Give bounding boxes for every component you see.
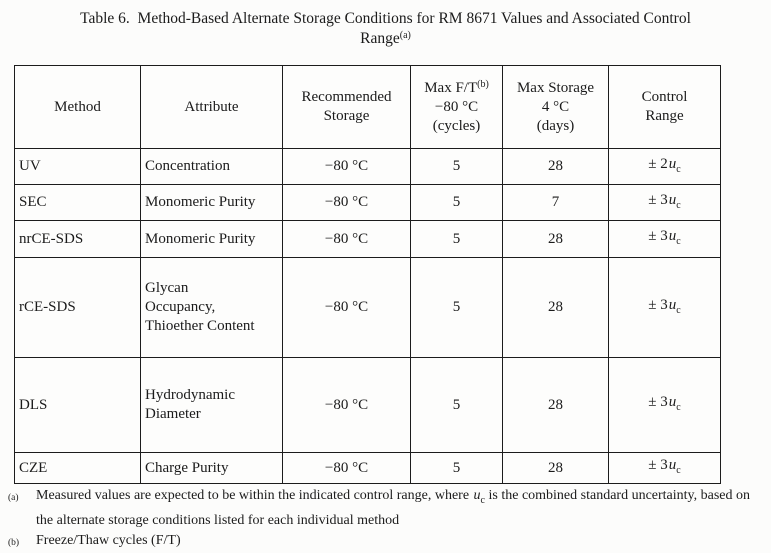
column-header-method: Method [14, 65, 141, 149]
cell-attribute: Glycan Occupancy, Thioether Content [140, 257, 283, 358]
cell-attribute: Monomeric Purity [140, 184, 283, 221]
table-row-rce-sds: rCE-SDS Glycan Occupancy, Thioether Cont… [14, 257, 721, 358]
uncertainty-symbol: u [668, 191, 677, 208]
cell-cycles: 5 [410, 257, 503, 358]
cell-method: CZE [14, 452, 141, 484]
cell-method: rCE-SDS [14, 257, 141, 358]
footnote-b-text: Freeze/Thaw cycles (F/T) [36, 532, 181, 548]
table-row-cze: CZE Charge Purity −80 °C 5 28 ± 3uc [14, 452, 721, 484]
column-header-method-label: Method [54, 98, 101, 115]
footnote-ref-b: (b) [477, 78, 489, 90]
uncertainty-symbol: u [668, 296, 677, 313]
cell-control-range: ± 2uc [608, 148, 721, 185]
cell-attribute: Concentration [140, 148, 283, 185]
cell-storage: −80 °C [282, 148, 411, 185]
table-caption: Table 6. Method-Based Alternate Storage … [0, 9, 771, 49]
cell-days: 28 [502, 357, 609, 453]
cell-cycles: 5 [410, 357, 503, 453]
cell-days: 7 [502, 184, 609, 221]
table-caption-line1: Table 6. Method-Based Alternate Storage … [80, 10, 691, 27]
footnote-a-marker: (a) [8, 493, 19, 503]
cell-control-range: ± 3uc [608, 184, 721, 221]
cell-storage: −80 °C [282, 257, 411, 358]
cell-method: UV [14, 148, 141, 185]
table-header-row: Method Attribute Recommended Storage Max… [14, 65, 721, 149]
cell-storage: −80 °C [282, 220, 411, 258]
cell-method: SEC [14, 184, 141, 221]
footnotes: (a) Measured values are expected to be w… [8, 486, 768, 553]
cell-storage: −80 °C [282, 184, 411, 221]
column-header-recommended-storage: Recommended Storage [282, 65, 411, 149]
cell-method: nrCE-SDS [14, 220, 141, 258]
cell-attribute: Hydrodynamic Diameter [140, 357, 283, 453]
uncertainty-symbol: u [668, 228, 677, 244]
column-header-max-ft: Max F/T(b) −80 °C (cycles) [410, 65, 503, 149]
cell-attribute: Charge Purity [140, 452, 283, 484]
cell-control-range: ± 3uc [608, 357, 721, 453]
uncertainty-symbol: u [668, 155, 677, 172]
footnote-b-marker: (b) [8, 537, 20, 548]
table-row-sec: SEC Monomeric Purity −80 °C 5 7 ± 3uc [14, 184, 721, 221]
footnote-b: (b) Freeze/Thaw cycles (F/T) [8, 531, 768, 553]
cell-storage: −80 °C [282, 452, 411, 484]
cell-days: 28 [502, 148, 609, 185]
cell-method: DLS [14, 357, 141, 453]
column-header-control-range: Control Range [608, 65, 721, 149]
table-row-nrce-sds: nrCE-SDS Monomeric Purity −80 °C 5 28 ± … [14, 220, 721, 258]
cell-attribute: Monomeric Purity [140, 220, 283, 258]
uncertainty-symbol: u [668, 457, 677, 473]
footnote-ref-a: (a) [399, 30, 411, 41]
uncertainty-symbol: u [668, 394, 677, 410]
table-caption-line2-text: Range [360, 30, 400, 47]
cell-cycles: 5 [410, 220, 503, 258]
uncertainty-symbol: u [473, 488, 481, 503]
table-caption-line2: Range(a) [0, 29, 771, 49]
table-row-dls: DLS Hydrodynamic Diameter −80 °C 5 28 ± … [14, 357, 721, 453]
cell-days: 28 [502, 452, 609, 484]
cell-cycles: 5 [410, 148, 503, 185]
cell-days: 28 [502, 257, 609, 358]
footnote-a: (a) Measured values are expected to be w… [8, 486, 768, 531]
cell-cycles: 5 [410, 184, 503, 221]
column-header-max-storage: Max Storage 4 °C (days) [502, 65, 609, 149]
table-row-uv: UV Concentration −80 °C 5 28 ± 2uc [14, 148, 721, 185]
footnote-a-text: Measured values are expected to be withi… [36, 488, 751, 528]
cell-control-range: ± 3uc [608, 452, 721, 484]
column-header-attribute: Attribute [140, 65, 283, 149]
cell-storage: −80 °C [282, 357, 411, 453]
column-header-attribute-label: Attribute [184, 98, 239, 115]
cell-days: 28 [502, 220, 609, 258]
storage-conditions-table: Method Attribute Recommended Storage Max… [14, 65, 721, 484]
cell-cycles: 5 [410, 452, 503, 484]
cell-control-range: ± 3uc [608, 220, 721, 258]
cell-control-range: ± 3uc [608, 257, 721, 358]
